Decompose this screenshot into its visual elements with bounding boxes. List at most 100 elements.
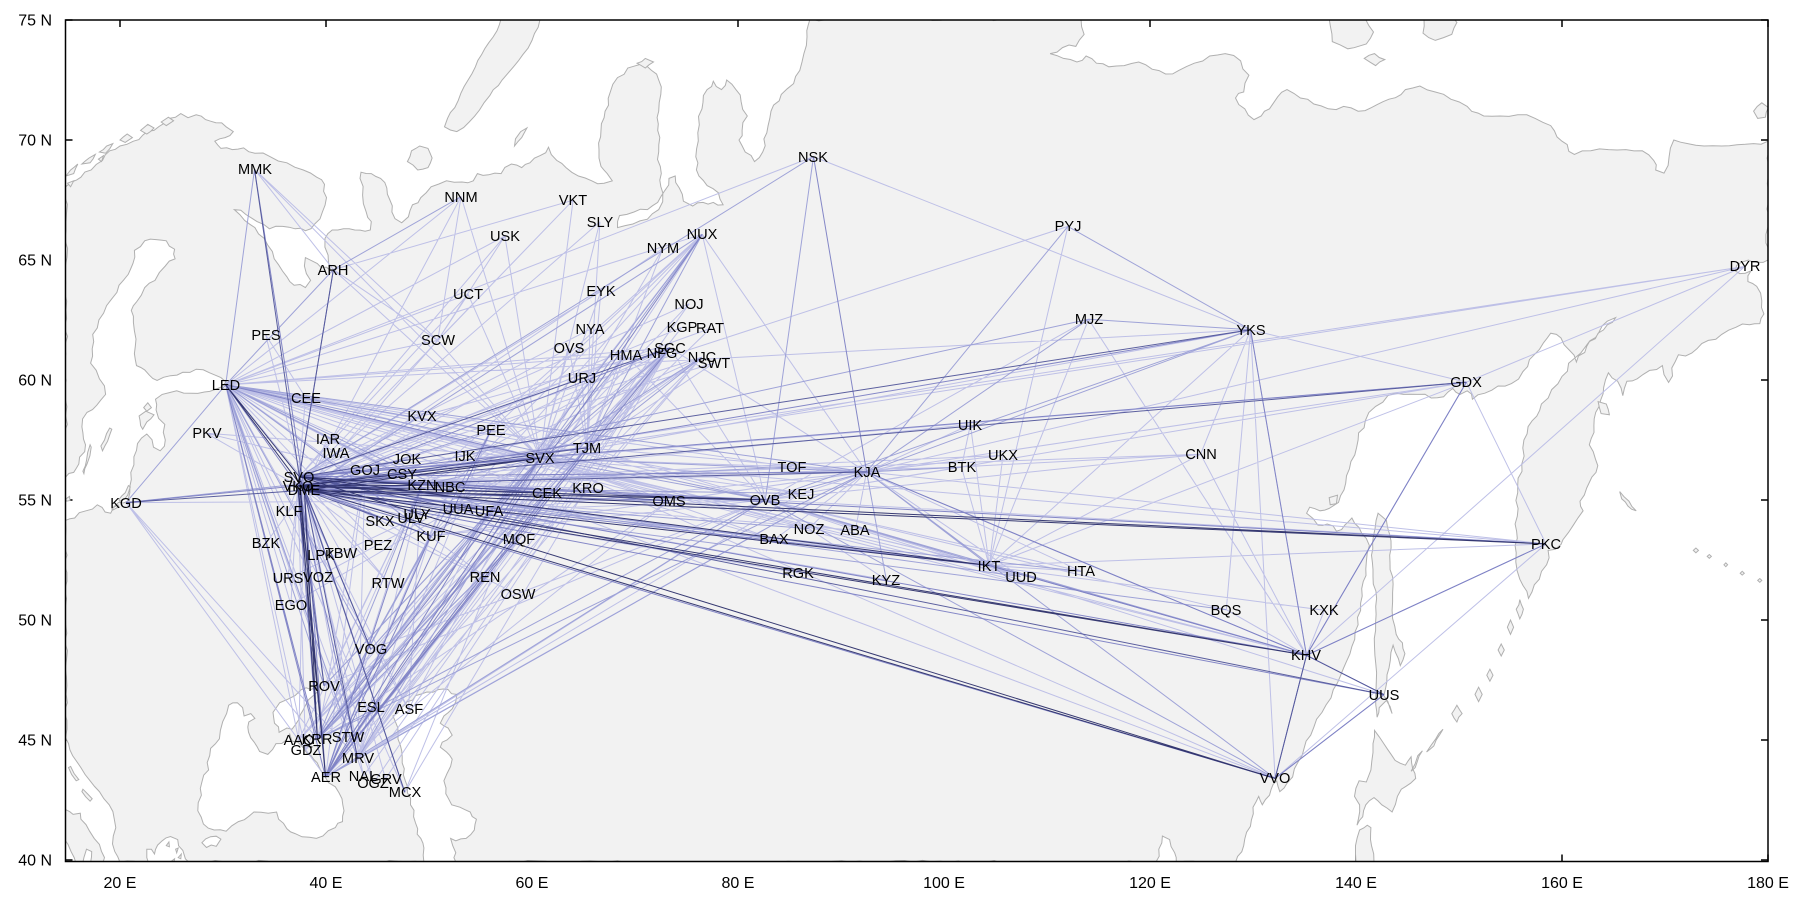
svg-text:KRO: KRO [572, 481, 604, 497]
svg-text:PKV: PKV [192, 426, 221, 442]
svg-text:EGO: EGO [275, 598, 307, 614]
svg-text:UUA: UUA [443, 502, 474, 518]
svg-text:KUF: KUF [416, 529, 445, 545]
svg-text:NOJ: NOJ [674, 297, 703, 313]
svg-text:ASF: ASF [395, 702, 423, 718]
svg-text:TJM: TJM [573, 441, 601, 457]
svg-text:PYJ: PYJ [1055, 219, 1082, 235]
svg-text:URS: URS [273, 571, 304, 587]
svg-text:GDZ: GDZ [291, 743, 322, 759]
svg-text:EYK: EYK [586, 284, 615, 300]
svg-text:PEZ: PEZ [364, 538, 392, 554]
svg-text:SGC: SGC [654, 341, 686, 357]
svg-text:HMA: HMA [610, 348, 643, 364]
svg-text:KVX: KVX [407, 409, 436, 425]
svg-text:KJA: KJA [854, 465, 881, 481]
svg-text:CEK: CEK [532, 486, 562, 502]
svg-text:TBW: TBW [325, 546, 358, 562]
svg-text:70 N: 70 N [18, 133, 52, 150]
svg-text:RGK: RGK [782, 566, 814, 582]
svg-text:45 N: 45 N [18, 733, 52, 750]
svg-text:STW: STW [332, 730, 365, 746]
svg-text:DYR: DYR [1730, 259, 1761, 275]
svg-text:20 E: 20 E [104, 875, 137, 892]
svg-text:MMK: MMK [238, 162, 272, 178]
svg-text:IKT: IKT [978, 559, 1001, 575]
svg-text:YKS: YKS [1236, 323, 1265, 339]
svg-text:UUS: UUS [1369, 688, 1400, 704]
svg-text:KZN: KZN [407, 478, 436, 494]
svg-text:OVB: OVB [750, 493, 781, 509]
svg-text:80 E: 80 E [722, 875, 755, 892]
svg-text:NNM: NNM [444, 190, 477, 206]
svg-text:UIK: UIK [958, 418, 983, 434]
svg-text:CNN: CNN [1185, 447, 1217, 463]
svg-text:VKT: VKT [559, 193, 587, 209]
svg-text:MJZ: MJZ [1075, 312, 1103, 328]
svg-text:HTA: HTA [1067, 564, 1095, 580]
svg-text:SLY: SLY [587, 215, 614, 231]
svg-text:CEE: CEE [291, 391, 321, 407]
svg-text:URJ: URJ [568, 371, 596, 387]
svg-text:MQF: MQF [503, 532, 536, 548]
svg-text:ROV: ROV [308, 679, 340, 695]
svg-text:ULV: ULV [397, 511, 425, 527]
svg-text:VVO: VVO [1260, 771, 1291, 787]
svg-text:USK: USK [490, 229, 520, 245]
svg-text:SKX: SKX [365, 514, 394, 530]
svg-text:PES: PES [251, 328, 280, 344]
svg-text:AAQ: AAQ [284, 733, 315, 749]
svg-text:TOF: TOF [778, 460, 807, 476]
svg-text:KYZ: KYZ [872, 573, 900, 589]
svg-text:JOK: JOK [393, 452, 422, 468]
svg-text:180 E: 180 E [1747, 875, 1789, 892]
svg-text:UUD: UUD [1005, 570, 1037, 586]
svg-text:65 N: 65 N [18, 253, 52, 270]
svg-text:NFG: NFG [647, 346, 678, 362]
svg-text:RTW: RTW [372, 576, 405, 592]
svg-text:NOZ: NOZ [794, 522, 825, 538]
svg-text:MCX: MCX [389, 785, 422, 801]
svg-text:BQS: BQS [1211, 603, 1242, 619]
svg-text:NYA: NYA [576, 322, 605, 338]
svg-text:KRR: KRR [302, 732, 333, 748]
svg-text:NYM: NYM [647, 241, 679, 257]
svg-text:ARH: ARH [318, 263, 349, 279]
svg-text:120 E: 120 E [1129, 875, 1171, 892]
svg-text:SCW: SCW [421, 333, 455, 349]
svg-text:OMS: OMS [652, 494, 686, 510]
svg-text:NJC: NJC [688, 350, 716, 366]
svg-text:IAR: IAR [316, 432, 340, 448]
svg-text:VKO: VKO [283, 479, 314, 495]
svg-text:UKX: UKX [988, 448, 1018, 464]
svg-text:LPK: LPK [307, 548, 335, 564]
svg-text:ABA: ABA [840, 523, 869, 539]
svg-text:140 E: 140 E [1335, 875, 1377, 892]
svg-text:BAX: BAX [759, 532, 788, 548]
svg-text:VOG: VOG [355, 642, 387, 658]
svg-text:SVO: SVO [284, 470, 315, 486]
svg-text:SWT: SWT [698, 356, 731, 372]
svg-text:AER: AER [311, 770, 341, 786]
svg-text:60 E: 60 E [516, 875, 549, 892]
svg-text:NAL: NAL [349, 769, 377, 785]
svg-text:75 N: 75 N [18, 13, 52, 30]
svg-text:60 N: 60 N [18, 373, 52, 390]
svg-text:NUX: NUX [687, 227, 718, 243]
svg-text:55 N: 55 N [18, 493, 52, 510]
svg-text:GDX: GDX [1450, 375, 1482, 391]
svg-text:OGZ: OGZ [357, 776, 389, 792]
svg-text:OVS: OVS [554, 341, 585, 357]
svg-text:REN: REN [470, 570, 501, 586]
svg-text:IWA: IWA [322, 446, 349, 462]
svg-text:40 E: 40 E [310, 875, 343, 892]
svg-text:BZK: BZK [252, 536, 281, 552]
svg-text:ULY: ULY [403, 507, 431, 523]
svg-text:160 E: 160 E [1541, 875, 1583, 892]
svg-text:OSW: OSW [501, 587, 536, 603]
svg-text:IJK: IJK [454, 449, 475, 465]
svg-text:UCT: UCT [453, 287, 483, 303]
svg-text:RAT: RAT [696, 321, 724, 337]
svg-text:KEJ: KEJ [788, 487, 815, 503]
svg-text:DME: DME [288, 483, 321, 499]
